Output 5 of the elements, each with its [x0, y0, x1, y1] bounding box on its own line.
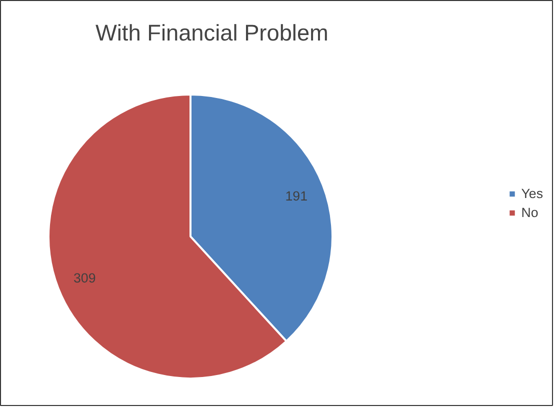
legend-label: No [521, 205, 540, 220]
chart-title: With Financial Problem [96, 20, 328, 46]
legend-label: Yes [521, 186, 543, 201]
data-label: 309 [74, 270, 96, 286]
data-label: 191 [285, 188, 308, 204]
